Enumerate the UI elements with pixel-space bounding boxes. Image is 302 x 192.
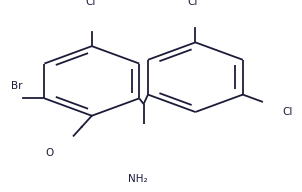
Text: NH₂: NH₂ bbox=[128, 174, 147, 184]
Text: Cl: Cl bbox=[283, 107, 293, 117]
Text: Cl: Cl bbox=[187, 0, 198, 7]
Text: Cl: Cl bbox=[85, 0, 95, 7]
Text: O: O bbox=[45, 148, 54, 158]
Text: Br: Br bbox=[11, 81, 23, 91]
